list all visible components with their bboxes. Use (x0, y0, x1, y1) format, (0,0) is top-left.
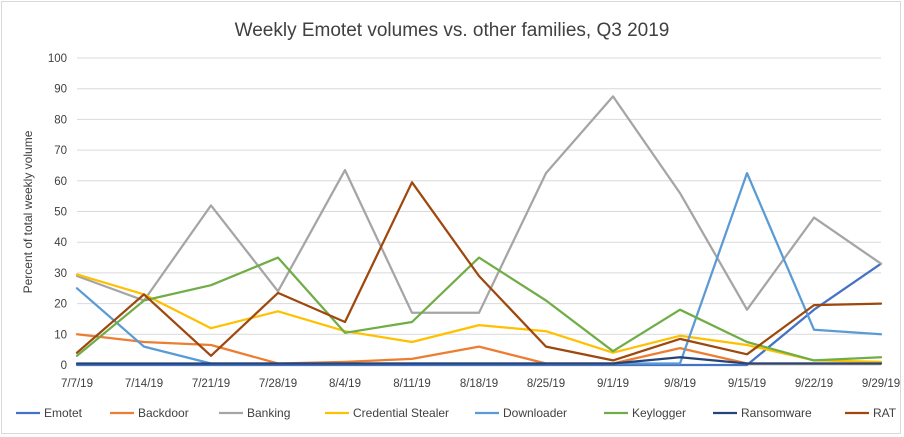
gridlines (77, 57, 881, 366)
x-tick-label: 7/28/19 (259, 378, 297, 390)
legend-item-downloader: Downloader (475, 406, 567, 420)
legend-item-emotet: Emotet (16, 406, 83, 420)
x-tick-label: 8/11/19 (393, 378, 431, 390)
legend-item-credential-stealer: Credential Stealer (325, 406, 449, 420)
legend-label: RAT (873, 406, 897, 420)
y-tick-label: 90 (54, 84, 67, 96)
series-line-emotet (75, 262, 883, 367)
y-tick-label: 40 (54, 237, 67, 249)
series-line-downloader (75, 171, 883, 365)
y-axis-ticks: 0 10 20 30 40 50 60 70 80 90 100 (48, 53, 67, 372)
y-tick-label: 50 (54, 207, 67, 219)
y-tick-label: 30 (54, 268, 67, 280)
series-line-keylogger (75, 256, 883, 362)
x-tick-label: 9/1/19 (597, 378, 629, 390)
y-tick-label: 70 (54, 145, 67, 157)
legend-label: Banking (247, 406, 290, 420)
series-line-rat (75, 181, 883, 362)
x-tick-label: 9/29/19 (862, 378, 900, 390)
series-line-credential-stealer (75, 273, 883, 364)
series-line-banking (75, 95, 883, 314)
chart-title: Weekly Emotet volumes vs. other families… (235, 20, 670, 41)
series-line-ransomware (75, 356, 883, 365)
x-tick-label: 8/4/19 (329, 378, 361, 390)
legend-item-backdoor: Backdoor (110, 406, 189, 420)
y-tick-label: 10 (54, 329, 67, 341)
legend-label: Keylogger (632, 406, 686, 420)
legend-label: Credential Stealer (353, 406, 449, 420)
x-tick-label: 7/7/19 (61, 378, 93, 390)
legend-label: Ransomware (741, 406, 812, 420)
x-tick-label: 8/25/19 (527, 378, 565, 390)
y-tick-label: 0 (61, 360, 67, 372)
y-tick-label: 100 (48, 53, 67, 65)
x-tick-label: 7/14/19 (125, 378, 163, 390)
x-axis-ticks: 7/7/19 7/14/19 7/21/19 7/28/19 8/4/19 8/11/19… (61, 378, 900, 390)
legend-item-rat: RAT (845, 406, 897, 420)
y-tick-label: 80 (54, 114, 67, 126)
x-tick-label: 7/21/19 (192, 378, 230, 390)
legend-label: Backdoor (138, 406, 189, 420)
x-tick-label: 9/22/19 (795, 378, 833, 390)
series-lines (75, 95, 883, 367)
y-tick-label: 60 (54, 176, 67, 188)
y-tick-label: 20 (54, 299, 67, 311)
legend-item-keylogger: Keylogger (604, 406, 686, 420)
legend-label: Downloader (503, 406, 567, 420)
x-tick-label: 9/15/19 (728, 378, 766, 390)
legend: Emotet Backdoor Banking Credential Stealer D… (16, 406, 897, 420)
y-axis-title: Percent of total weekly volume (21, 130, 35, 293)
legend-label: Emotet (44, 406, 83, 420)
x-tick-label: 9/8/19 (664, 378, 696, 390)
x-tick-label: 8/18/19 (460, 378, 498, 390)
legend-item-ransomware: Ransomware (713, 406, 812, 420)
legend-item-banking: Banking (219, 406, 290, 420)
